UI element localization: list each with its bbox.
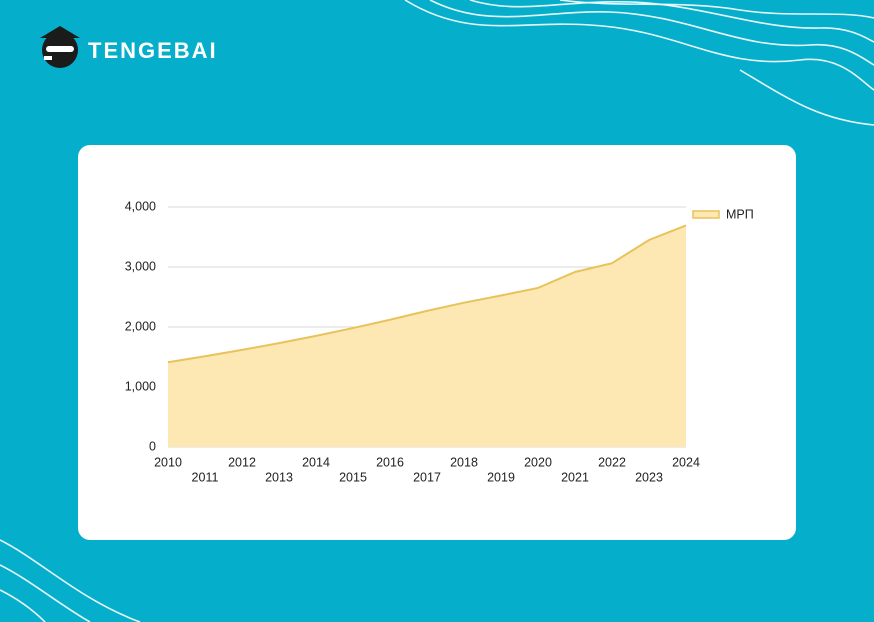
x-tick-label: 2016 — [376, 455, 404, 469]
y-tick-label: 3,000 — [125, 259, 156, 273]
legend-swatch — [692, 210, 720, 219]
brand-name: TENGEBAI — [88, 38, 218, 63]
x-tick-label: 2022 — [598, 455, 626, 469]
x-tick-label: 2020 — [524, 455, 552, 469]
x-tick-label: 2010 — [154, 455, 182, 469]
legend-label: МРП — [726, 207, 754, 221]
x-tick-label: 2013 — [265, 470, 293, 484]
x-tick-label: 2012 — [228, 455, 256, 469]
area-line — [167, 224, 687, 364]
x-tick-label: 2018 — [450, 455, 478, 469]
logo — [40, 26, 80, 68]
x-tick-label: 2019 — [487, 470, 515, 484]
y-tick-label: 2,000 — [125, 319, 156, 333]
x-tick-label: 2024 — [672, 455, 700, 469]
y-tick-label: 4,000 — [125, 199, 156, 213]
x-tick-label: 2017 — [413, 470, 441, 484]
y-tick-label: 1,000 — [125, 379, 156, 393]
x-tick-label: 2014 — [302, 455, 330, 469]
x-tick-label: 2023 — [635, 470, 663, 484]
x-tick-label: 2015 — [339, 470, 367, 484]
x-tick-label: 2021 — [561, 470, 589, 484]
x-tick-label: 2011 — [192, 470, 219, 484]
y-tick-label: 0 — [149, 439, 156, 453]
